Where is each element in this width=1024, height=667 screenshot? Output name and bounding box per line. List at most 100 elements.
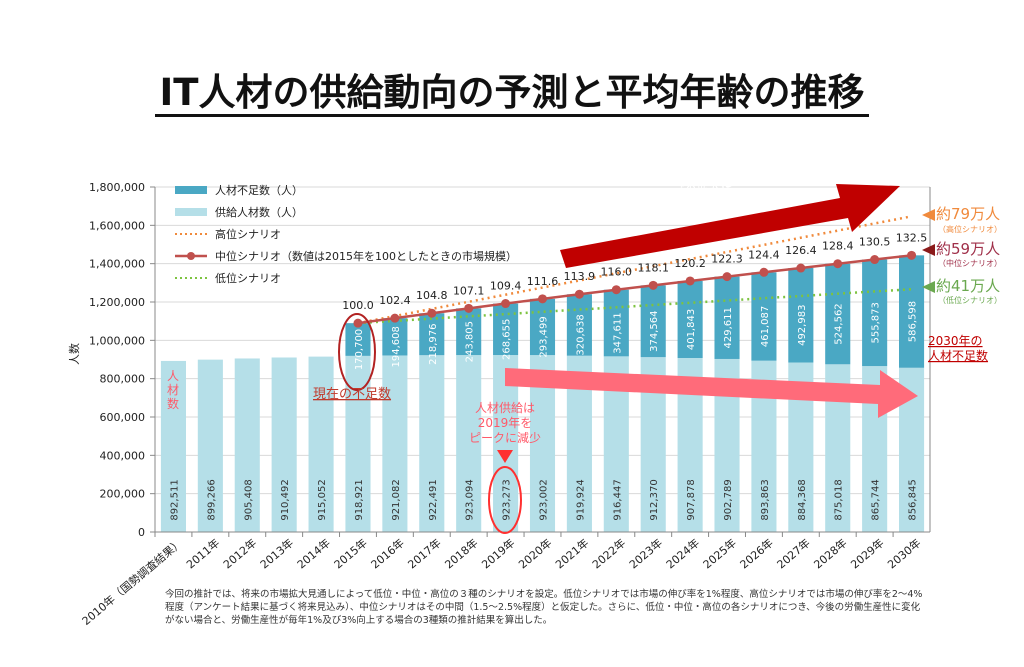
peak-label-2: 2019年を <box>478 416 533 430</box>
supply-value-label: 905,408 <box>243 479 254 520</box>
market-index-label: 124.4 <box>748 248 780 261</box>
shortage-value-label: 401,843 <box>686 309 697 350</box>
supply-bar <box>197 359 223 532</box>
low-pointer-icon <box>922 281 935 293</box>
y-tick-label: 600,000 <box>100 411 146 424</box>
supply-value-label: 923,273 <box>502 479 513 520</box>
current-shortage-label: 現在の不足数 <box>313 387 391 402</box>
mid-scenario-point <box>427 308 437 318</box>
mid-scenario-point <box>538 294 547 304</box>
y-tick-label: 200,000 <box>100 488 146 501</box>
legend-marker-mid <box>187 252 195 260</box>
shortage-bar <box>419 313 445 356</box>
shortage-value-label: 555,873 <box>871 302 882 343</box>
x-tick-label: 2020年 <box>516 536 555 572</box>
supply-bar <box>234 358 260 532</box>
x-tick-label: 2027年 <box>774 536 813 572</box>
shortage-value-label: 461,087 <box>760 306 771 347</box>
market-index-label: 102.4 <box>379 294 411 307</box>
x-tick-label: 2030年 <box>885 536 924 572</box>
x-tick-label: 2012年 <box>220 536 259 572</box>
shortage-2030-label-1: 2030年の <box>928 334 983 348</box>
y-tick-label: 0 <box>138 526 145 539</box>
supply-bar <box>160 360 186 532</box>
mid-scenario-point <box>501 299 511 309</box>
low-sub: （低位シナリオ） <box>938 295 1002 305</box>
legend-label-high: 高位シナリオ <box>215 227 281 241</box>
supply-value-label: 865,744 <box>871 479 882 520</box>
peak-label-1: 人材供給は <box>475 401 535 415</box>
supply-value-label: 884,368 <box>797 479 808 520</box>
market-index-label: 132.5 <box>896 231 928 244</box>
shortage-value-label: 218,976 <box>428 324 439 365</box>
market-index-label: 113.9 <box>564 270 596 283</box>
mid-scenario-point <box>390 313 400 323</box>
mid-scenario-point <box>833 259 843 269</box>
market-index-label: 104.8 <box>416 289 448 302</box>
supply-value-label: 915,052 <box>317 479 328 520</box>
supply-bar <box>456 355 482 532</box>
supply-value-label: 922,491 <box>428 479 439 520</box>
shortage-value-label: 347,611 <box>612 312 623 353</box>
shortage-value-label: 293,499 <box>539 316 550 357</box>
shortage-bar <box>751 272 777 361</box>
x-tick-label: 2014年 <box>294 536 333 572</box>
x-tick-label: 2011年 <box>183 536 222 572</box>
supply-bar <box>271 357 297 532</box>
legend-label-shortage: 人材不足数（人） <box>215 183 303 197</box>
supply-value-label: 875,018 <box>834 479 845 520</box>
supply-value-label: 912,370 <box>649 479 660 520</box>
shortage-value-label: 268,655 <box>502 319 513 360</box>
mid-pointer-icon <box>922 244 935 256</box>
market-index-label: 109.4 <box>490 280 522 293</box>
mid-scenario-point <box>611 285 621 295</box>
mid-scenario-point <box>796 263 806 273</box>
supply-value-label: 923,094 <box>465 479 476 520</box>
shortage-bar <box>788 268 814 363</box>
shortage-value-label: 524,562 <box>834 303 845 344</box>
market-index-label: 120.2 <box>674 257 706 270</box>
market-index-label: 116.0 <box>601 266 633 279</box>
market-growth-arrow <box>560 184 900 268</box>
x-tick-label: 2024年 <box>663 536 702 572</box>
mid-scenario-point <box>574 289 584 299</box>
supply-value-label: 899,266 <box>206 479 217 520</box>
supply-value-label: 892,511 <box>169 479 180 520</box>
shortage-bar <box>493 303 519 356</box>
shortage-bar <box>862 259 888 367</box>
mid-scenario-line <box>357 254 912 325</box>
shortage-value-label: 194,608 <box>391 326 402 367</box>
market-index-label: 122.3 <box>711 253 743 266</box>
x-tick-label: 2017年 <box>405 536 444 572</box>
shortage-bar <box>603 289 629 357</box>
x-tick-label: 2022年 <box>589 536 628 572</box>
mid-sub: （中位シナリオ） <box>938 258 1002 268</box>
supply-value-label: 893,863 <box>760 479 771 520</box>
supply-bar <box>419 355 445 532</box>
y-tick-label: 1,000,000 <box>89 334 145 347</box>
mid-scenario-point <box>759 267 769 277</box>
legend-label-low: 低位シナリオ <box>215 271 281 285</box>
mid-scenario-point <box>907 250 917 260</box>
shortage-bar <box>566 294 592 356</box>
shortage-bar <box>382 318 408 356</box>
high-result: 約79万人 <box>936 205 1000 223</box>
y-tick-label: 1,600,000 <box>89 219 145 232</box>
shortage-value-label: 320,638 <box>575 314 586 355</box>
x-tick-label: 2023年 <box>626 536 665 572</box>
shortage-bar <box>677 280 703 358</box>
supply-value-label: 918,921 <box>354 479 365 520</box>
shortage-value-label: 374,564 <box>649 311 660 352</box>
x-tick-label: 2028年 <box>811 536 850 572</box>
x-tick-label: 2019年 <box>479 536 518 572</box>
mid-scenario-point <box>353 318 363 328</box>
shortage-bar <box>529 298 556 356</box>
x-tick-label: 2026年 <box>737 536 776 572</box>
legend-label-supply: 供給人材数（人） <box>215 205 303 219</box>
market-index-label: 128.4 <box>822 240 854 253</box>
shortage-value-label: 243,805 <box>465 321 476 362</box>
y-axis-label: 人数 <box>68 343 81 365</box>
x-tick-label: 2025年 <box>700 536 739 572</box>
shortage-value-label: 492,983 <box>797 305 808 346</box>
peak-2019-circle <box>488 466 522 534</box>
